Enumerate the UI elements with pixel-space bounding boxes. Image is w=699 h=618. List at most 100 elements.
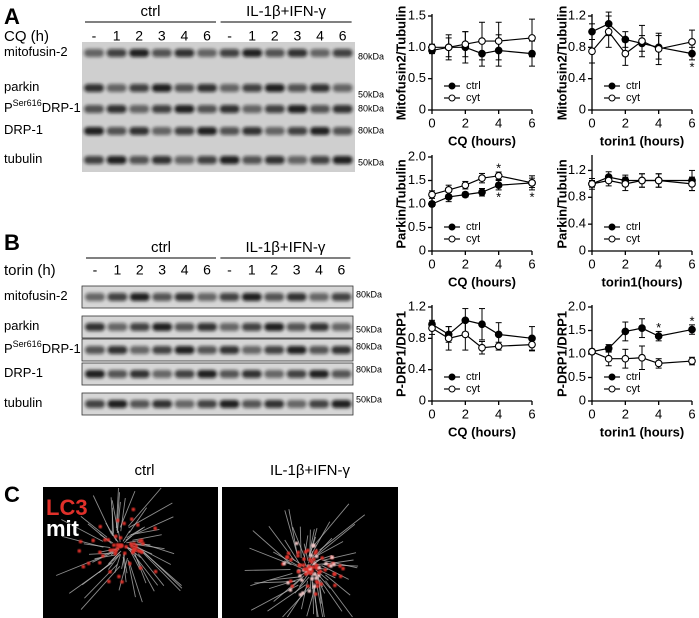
lc3-puncta <box>122 551 127 556</box>
data-point <box>588 47 596 56</box>
blot-band <box>332 156 353 164</box>
blot-band <box>85 370 105 378</box>
lc3-puncta <box>290 584 295 589</box>
lc3-puncta <box>296 553 300 558</box>
data-point <box>638 37 646 45</box>
blot-band <box>264 323 285 331</box>
lc3-puncta <box>304 572 308 576</box>
mito-filament <box>99 534 114 544</box>
stain-label: mit <box>46 516 80 541</box>
lc3-puncta <box>113 551 118 556</box>
y-tick-label: 2.0 <box>568 298 586 313</box>
y-tick-label: 1.2 <box>408 298 426 313</box>
y-tick-label: 0 <box>579 242 586 257</box>
mito-filament <box>284 510 298 555</box>
mito-filament <box>116 501 121 534</box>
blot-band <box>219 370 240 378</box>
lc3-puncta <box>116 518 120 523</box>
lc3-puncta <box>107 579 111 584</box>
mito-filament <box>137 553 165 586</box>
lc3-puncta <box>309 559 314 564</box>
legend-marker <box>448 385 456 393</box>
series-line <box>591 30 693 55</box>
lane-label: 4 <box>181 262 189 278</box>
lc3-puncta <box>338 564 342 568</box>
y-tick-label: 1.0 <box>408 39 426 54</box>
y-tick-label: 0 <box>419 242 426 257</box>
legend-marker <box>448 223 456 231</box>
blot-band <box>241 323 262 331</box>
mito-filament <box>268 525 295 561</box>
y-tick-label: 1.2 <box>568 7 586 22</box>
y-tick-label: 0.8 <box>568 39 586 54</box>
lc3-puncta <box>299 578 304 582</box>
lc3-puncta <box>285 555 289 559</box>
blot-band <box>219 323 240 331</box>
blot-band <box>107 400 128 408</box>
lc3-puncta <box>312 584 317 589</box>
row-label-main: DRP-1 <box>4 365 43 380</box>
blot-band <box>129 156 150 164</box>
blot-band <box>310 127 330 135</box>
mito-filament <box>319 579 343 612</box>
lc3-puncta <box>302 557 306 561</box>
lane-label: 4 <box>316 28 324 44</box>
lane-label: 1 <box>113 28 121 44</box>
blot-band <box>309 293 329 301</box>
blot-band <box>152 400 173 408</box>
x-tick-label: 6 <box>688 406 695 421</box>
blot-band <box>129 105 150 113</box>
y-axis-label: P-DRP1/DRP1 <box>554 311 569 397</box>
x-tick-label: 4 <box>495 406 502 421</box>
blot-band <box>174 127 195 135</box>
lane-label: 1 <box>248 262 256 278</box>
row-label: tubulin <box>4 151 42 166</box>
row-label-main: DRP-1 <box>42 341 81 356</box>
y-axis-label: P-DRP1/DRP1 <box>393 311 408 397</box>
blot-band <box>219 49 240 57</box>
data-point <box>588 347 596 356</box>
mito-filament <box>127 559 136 598</box>
blot-band <box>174 156 195 164</box>
x-tick-label: 0 <box>588 115 595 130</box>
lc3-puncta <box>153 526 158 531</box>
lc3-puncta <box>134 544 139 548</box>
data-point <box>461 330 470 339</box>
x-tick-label: 6 <box>528 115 535 130</box>
mito-filament <box>318 582 325 618</box>
data-point <box>621 327 630 336</box>
blot-band <box>174 400 195 408</box>
blot-strip <box>81 392 354 416</box>
lc3-puncta <box>138 539 142 543</box>
x-tick-label: 6 <box>688 115 695 130</box>
blot-band <box>287 49 308 57</box>
mito-filament <box>244 569 291 571</box>
blot-band <box>219 127 240 135</box>
lc3-puncta <box>286 581 290 585</box>
blot-band <box>84 105 104 113</box>
row-label-main: tubulin <box>4 151 42 166</box>
data-point <box>528 34 536 42</box>
lc3-puncta <box>286 551 291 556</box>
legend-marker <box>608 223 616 231</box>
blot-band <box>219 400 240 408</box>
size-marker: 80kDa <box>356 289 382 299</box>
lc3-puncta <box>303 549 308 554</box>
y-axis-label: Parkin/Tubulin <box>393 159 408 248</box>
blot-band <box>197 127 217 135</box>
blot-band <box>331 370 352 378</box>
lc3-puncta <box>98 524 103 529</box>
mito-filament <box>119 490 136 528</box>
legend-marker <box>608 94 616 102</box>
y-axis-label: Mitofusin2/Tubulin <box>393 6 408 121</box>
legend-label: cyt <box>626 233 640 245</box>
data-point <box>638 324 646 333</box>
lane-label: 6 <box>203 28 211 44</box>
legend-marker <box>608 373 616 381</box>
blot-band <box>106 49 127 57</box>
x-axis-label: CQ (hours) <box>448 424 516 439</box>
legend-label: cyt <box>466 383 480 395</box>
mito-filament <box>136 516 174 534</box>
lc3-puncta <box>108 548 113 553</box>
significance-mark: * <box>496 189 501 204</box>
